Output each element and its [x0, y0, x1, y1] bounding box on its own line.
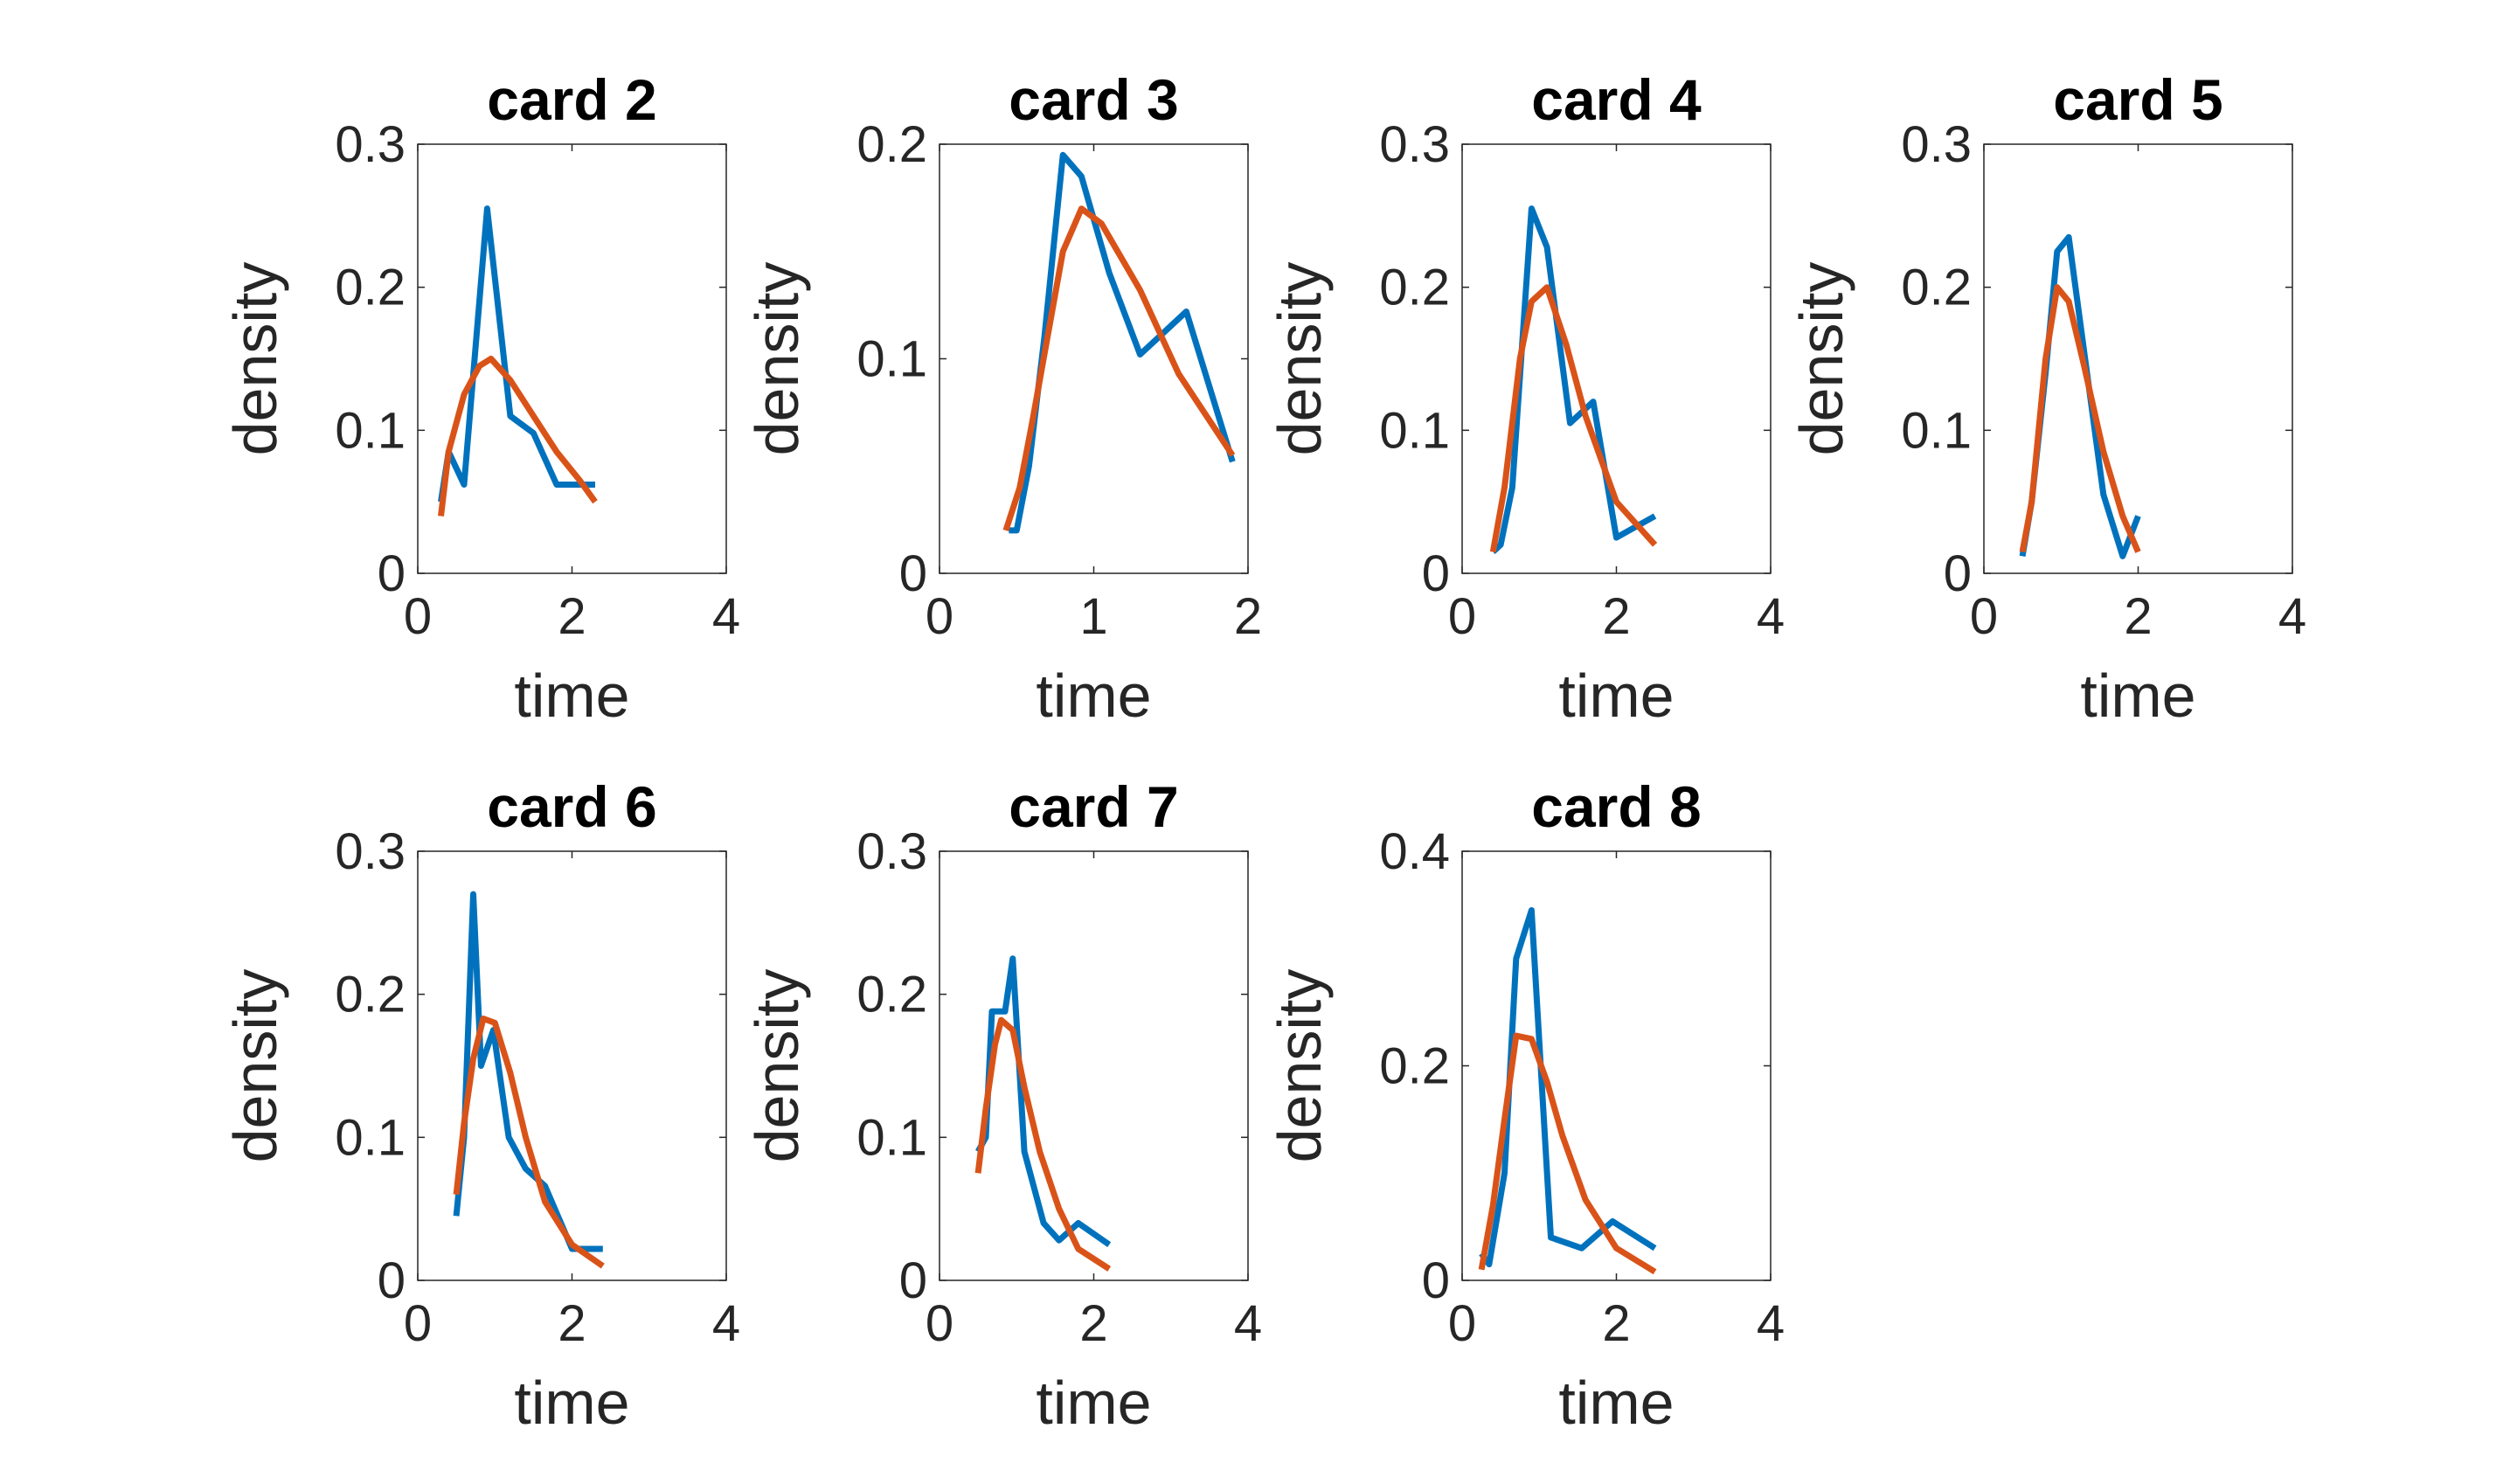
x-axis-label: time	[1558, 662, 1674, 730]
y-tick-label: 0.3	[1379, 116, 1450, 173]
chart-title: card 6	[487, 774, 656, 839]
x-tick-label: 4	[712, 1295, 740, 1352]
x-tick-label: 2	[1602, 588, 1630, 645]
y-tick-label: 0.2	[1379, 1038, 1450, 1095]
x-tick-label: 4	[1757, 1295, 1785, 1352]
x-axis-label: time	[1036, 662, 1151, 730]
series-line	[974, 1016, 1112, 1272]
y-tick-label: 0.2	[856, 967, 927, 1023]
y-tick-label: 0.3	[335, 116, 406, 173]
x-axis-label: time	[514, 662, 629, 730]
x-axis-label: time	[514, 1369, 629, 1437]
chart-title: card 8	[1531, 774, 1701, 839]
chart-panel: 0 2 4 0 0.1 0.2 0.3 card 5 time density	[1787, 67, 2306, 730]
y-tick-label: 0.2	[1379, 260, 1450, 316]
y-tick-label: 0	[899, 1252, 927, 1309]
x-tick-label: 1	[1079, 588, 1107, 645]
y-axis-label: density	[1265, 969, 1334, 1163]
chart-title: card 4	[1531, 67, 1702, 132]
x-tick-label: 4	[2278, 588, 2306, 645]
y-tick-label: 0.3	[335, 823, 406, 880]
chart-panel: 0 2 4 0 0.2 0.4 card 8 time density	[1265, 774, 1785, 1437]
series-line	[453, 1016, 605, 1269]
chart-title: card 3	[1009, 67, 1178, 132]
chart-title: card 2	[487, 67, 656, 132]
x-tick-label: 2	[1602, 1295, 1630, 1352]
y-tick-label: 0	[378, 1252, 406, 1309]
y-tick-label: 0.2	[1901, 260, 1972, 316]
series-line	[1490, 205, 1657, 555]
x-tick-label: 0	[404, 588, 432, 645]
x-tick-label: 0	[1970, 588, 1998, 645]
chart-panel: 0 2 4 0 0.1 0.2 0.3 card 7 time density	[743, 774, 1262, 1437]
axes-box	[939, 850, 1249, 1281]
series-line	[1002, 205, 1236, 531]
x-tick-label: 2	[2124, 588, 2152, 645]
chart-panel: 0 2 4 0 0.1 0.2 0.3 card 4 time density	[1265, 67, 1785, 730]
x-axis-label: time	[2080, 662, 2195, 730]
x-tick-label: 2	[558, 588, 586, 645]
x-axis-label: time	[1558, 1369, 1674, 1437]
series-line	[438, 205, 595, 503]
x-tick-label: 2	[558, 1295, 586, 1352]
chart-title: card 7	[1009, 774, 1178, 839]
y-tick-label: 0.1	[856, 331, 927, 388]
y-tick-label: 0.1	[335, 402, 406, 459]
chart-panel: 0 1 2 0 0.1 0.2 card 3 time density	[743, 67, 1262, 730]
y-tick-label: 0.1	[1901, 402, 1972, 459]
series-line	[1489, 284, 1658, 553]
x-tick-label: 2	[1079, 1295, 1107, 1352]
y-tick-label: 0	[1944, 545, 1972, 602]
x-tick-label: 4	[1757, 588, 1785, 645]
y-tick-label: 0.3	[1901, 116, 1972, 173]
chart-panel: 0 2 4 0 0.1 0.2 0.3 card 6 time density	[221, 774, 740, 1437]
y-tick-label: 0	[1422, 1252, 1450, 1309]
x-tick-label: 0	[1448, 1295, 1476, 1352]
x-tick-label: 0	[1448, 588, 1476, 645]
chart-panel: 0 2 4 0 0.1 0.2 0.3 card 2 time density	[221, 67, 740, 730]
y-tick-label: 0.2	[335, 260, 406, 316]
y-tick-label: 0	[1422, 545, 1450, 602]
y-tick-label: 0.2	[856, 116, 927, 173]
y-tick-label: 0.4	[1379, 823, 1450, 880]
y-tick-label: 0	[378, 545, 406, 602]
y-tick-label: 0.1	[1379, 402, 1450, 459]
y-tick-label: 0.2	[335, 967, 406, 1023]
x-tick-label: 0	[404, 1295, 432, 1352]
series-line	[453, 891, 603, 1252]
y-axis-label: density	[743, 969, 811, 1163]
series-line	[1478, 1032, 1657, 1275]
chart-title: card 5	[2053, 67, 2222, 132]
y-tick-label: 0	[899, 545, 927, 602]
x-axis-label: time	[1036, 1369, 1151, 1437]
x-tick-label: 0	[926, 588, 953, 645]
series-line	[1009, 151, 1236, 534]
y-axis-label: density	[1265, 262, 1334, 456]
y-tick-label: 0.3	[856, 823, 927, 880]
series-line	[975, 955, 1112, 1247]
axes-box	[417, 143, 727, 574]
y-axis-label: density	[221, 969, 289, 1163]
y-axis-label: density	[1787, 262, 1855, 456]
series-line	[438, 356, 598, 517]
y-tick-label: 0.1	[856, 1109, 927, 1166]
y-axis-label: density	[221, 262, 289, 456]
series-line	[2019, 284, 2141, 553]
x-tick-label: 4	[1234, 1295, 1262, 1352]
x-tick-label: 4	[712, 588, 740, 645]
x-tick-label: 2	[1234, 588, 1262, 645]
y-tick-label: 0.1	[335, 1109, 406, 1166]
y-axis-label: density	[743, 262, 811, 456]
x-tick-label: 0	[926, 1295, 953, 1352]
